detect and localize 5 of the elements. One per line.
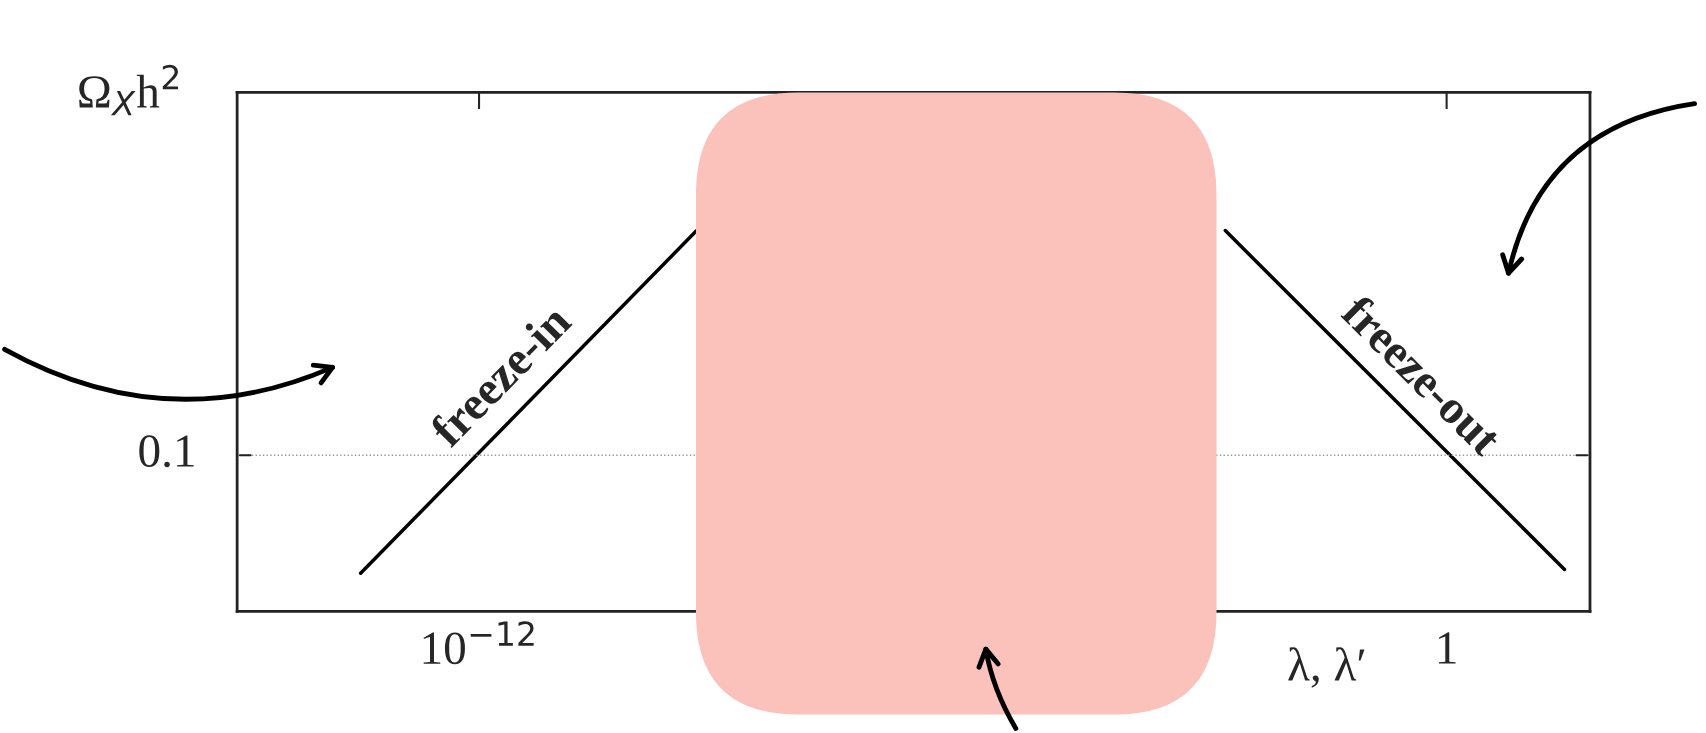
x-tick-label: 10$^{−12}$: [423, 621, 534, 665]
x-axis-title: λ, λ′: [1288, 647, 1365, 688]
y-axis-title: Ω$_{X}$h$^{2}$: [79, 64, 179, 116]
text: 0.1: [139, 435, 194, 468]
x-tick-label: 1: [1438, 632, 1456, 664]
